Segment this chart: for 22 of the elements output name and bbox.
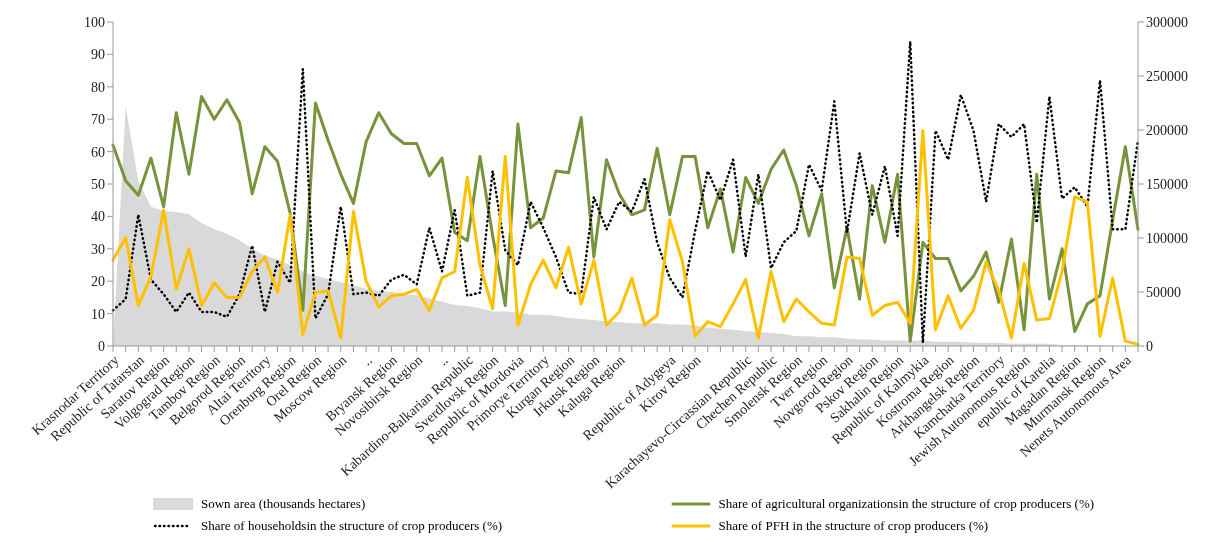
y-tick-label: 70 — [91, 112, 105, 128]
y-tick-label: 80 — [91, 79, 105, 95]
y2-tick-label: 250000 — [1146, 68, 1188, 84]
y2-tick-label: 100000 — [1146, 230, 1188, 246]
y2-tick-label: 150000 — [1146, 176, 1188, 192]
legend-label: Share of PFH in the structure of crop producers (%) — [718, 518, 989, 534]
y-tick-label: 100 — [84, 14, 105, 30]
y-tick-label: 60 — [91, 144, 105, 160]
y2-tick-label: 300000 — [1146, 14, 1188, 30]
y-tick-label: 20 — [91, 274, 105, 290]
y2-tick-label: 50000 — [1146, 284, 1181, 300]
y-tick-label: 90 — [91, 47, 105, 63]
y-tick-label: 30 — [91, 241, 105, 257]
y2-tick-label: 200000 — [1146, 122, 1188, 138]
y-tick-label: 0 — [98, 338, 105, 354]
y-tick-label: 50 — [91, 176, 105, 192]
legend-label: Share of agricultural organizationsin the structure of crop producers (%) — [718, 496, 1095, 512]
y2-tick-label: 0 — [1146, 338, 1153, 354]
legend-label: Share of householdsin the structure of crop producers (%) — [201, 518, 503, 534]
y-tick-label: 10 — [91, 306, 105, 322]
legend-label: Sown area (thousands hectares) — [201, 496, 366, 512]
y-tick-label: 40 — [91, 209, 105, 225]
